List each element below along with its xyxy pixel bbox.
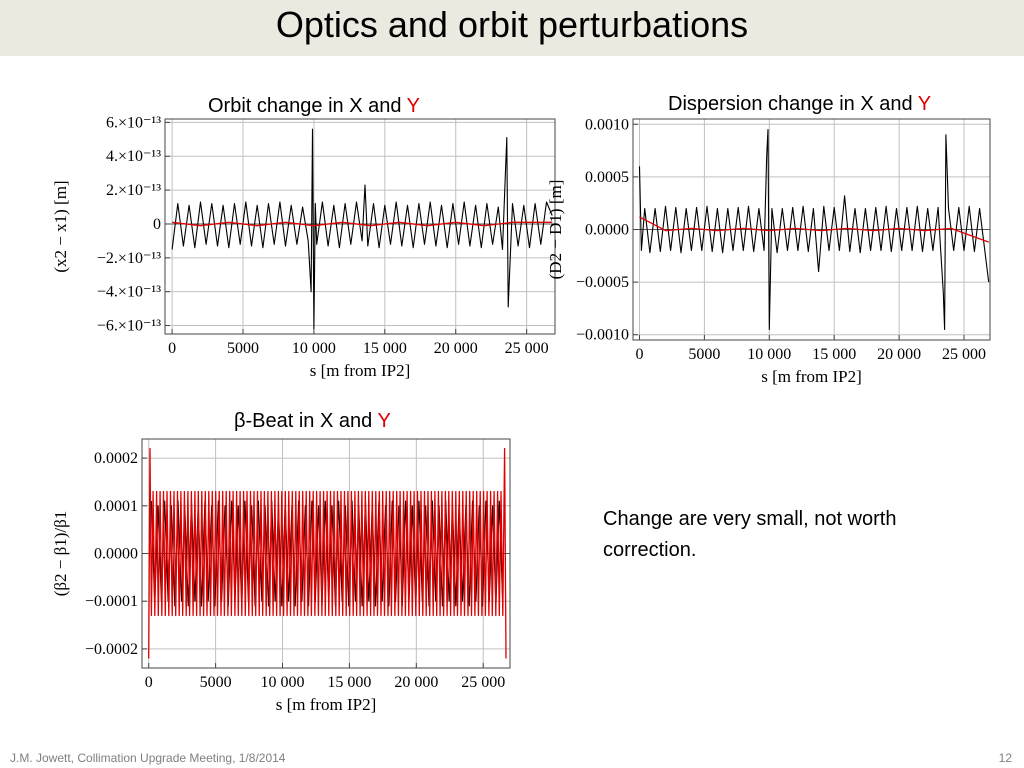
slide-title: Optics and orbit perturbations: [275, 4, 749, 45]
x-tick-label: 25 000: [461, 674, 505, 691]
y-axis-label: (D2 − D1) [m]: [546, 180, 565, 280]
series-line-1: [171, 128, 553, 330]
y-tick-label: −4.×10⁻¹³: [97, 284, 161, 301]
dispersion-change-chart: 0 5000 10 000 15 000 20 000 25 000 0.0010 0.000…: [546, 116, 991, 386]
y-tick-label: −0.0010: [576, 327, 629, 344]
x-tick-label: 15 000: [363, 340, 407, 357]
y-tick-label: −0.0005: [576, 274, 629, 291]
chart1-title: Orbit change in X and Y: [208, 95, 420, 118]
orbit-change-chart: 0 5000 10 000 15 000 20 000 25 000 6.×10⁻¹³ 4.×…: [51, 114, 556, 380]
x-tick-label: 25 000: [942, 346, 986, 363]
series-line-1: [638, 128, 990, 331]
x-tick-label: 0: [635, 346, 643, 363]
x-axis-label: s [m from IP2]: [310, 361, 411, 380]
y-tick-label: 2.×10⁻¹³: [106, 182, 161, 199]
chart3-title-accent: Y: [377, 410, 391, 432]
y-tick-label: 0: [153, 216, 161, 233]
beta-beat-chart: 0 5000 10 000 15 000 20 000 25 000 0.0002 0.000…: [51, 438, 511, 714]
series-line-2: [172, 221, 553, 227]
y-tick-label: 0.0001: [94, 498, 138, 515]
series-line-2: [639, 216, 989, 243]
y-tick-label: −6.×10⁻¹³: [97, 318, 161, 335]
y-tick-label: 0.0010: [585, 116, 629, 133]
x-tick-label: 15 000: [812, 346, 856, 363]
y-tick-label: 0.0002: [94, 450, 138, 467]
x-tick-label: 10 000: [261, 674, 305, 691]
chart3-title-main: β-Beat in X and: [234, 410, 378, 432]
x-tick-label: 20 000: [877, 346, 921, 363]
chart2-title: Dispersion change in X and Y: [668, 93, 931, 116]
y-tick-label: −0.0001: [85, 593, 138, 610]
chart3-title: β-Beat in X and Y: [234, 410, 391, 433]
y-tick-label: 6.×10⁻¹³: [106, 114, 161, 131]
x-axis-label: s [m from IP2]: [276, 695, 377, 714]
y-tick-label: −0.0002: [85, 641, 138, 658]
y-tick-label: −2.×10⁻¹³: [97, 250, 161, 267]
footer-credit: J.M. Jowett, Collimation Upgrade Meeting…: [10, 751, 286, 765]
chart1-title-accent: Y: [406, 95, 420, 117]
x-tick-label: 20 000: [394, 674, 438, 691]
y-tick-label: 0.0000: [585, 222, 629, 239]
x-tick-label: 0: [145, 674, 153, 691]
x-tick-label: 5000: [200, 674, 232, 691]
y-tick-label: 0.0000: [94, 546, 138, 563]
y-axis-label: (x2 − x1) [m]: [51, 180, 70, 272]
x-tick-label: 5000: [688, 346, 720, 363]
summary-note: Change are very small, not worth correct…: [603, 508, 897, 561]
chart2-title-accent: Y: [917, 93, 932, 115]
page-number: 12: [998, 751, 1012, 765]
y-tick-label: 0.0005: [585, 169, 629, 186]
x-axis-label: s [m from IP2]: [761, 367, 862, 386]
x-tick-label: 25 000: [505, 340, 549, 357]
x-tick-label: 0: [168, 340, 176, 357]
plot-frame: [164, 118, 556, 335]
chart1-title-main: Orbit change in X and: [208, 95, 407, 117]
y-tick-label: 4.×10⁻¹³: [106, 148, 161, 165]
title-bar: [0, 0, 1024, 56]
series-line-2: [148, 447, 507, 659]
y-axis-label: (β2 − β1)/β1: [51, 511, 70, 597]
x-tick-label: 15 000: [327, 674, 371, 691]
x-tick-label: 20 000: [434, 340, 478, 357]
x-tick-label: 5000: [227, 340, 259, 357]
x-tick-label: 10 000: [747, 346, 791, 363]
x-tick-label: 10 000: [292, 340, 336, 357]
chart2-title-main: Dispersion change in X and: [668, 93, 918, 115]
